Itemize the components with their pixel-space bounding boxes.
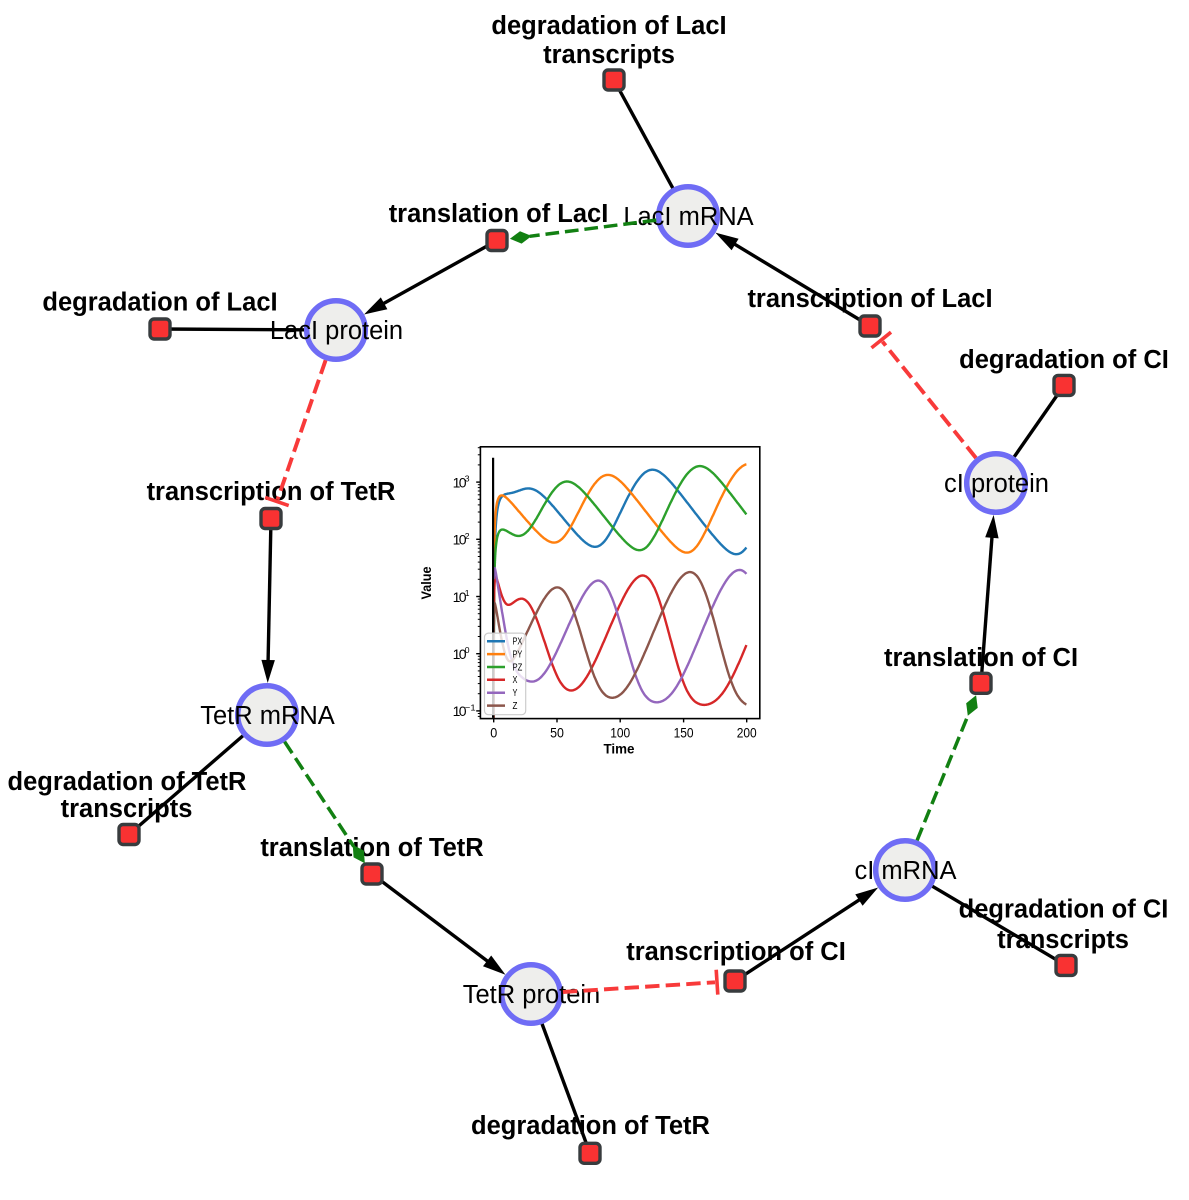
svg-text:150: 150 <box>674 724 694 740</box>
svg-text:200: 200 <box>737 724 757 740</box>
svg-text:transcription of TetR: transcription of TetR <box>147 478 396 506</box>
svg-text:transcripts: transcripts <box>997 926 1129 954</box>
svg-text:transcripts: transcripts <box>61 795 193 823</box>
svg-text:101: 101 <box>453 588 470 605</box>
svg-text:PY: PY <box>513 650 523 661</box>
svg-text:degradation of LacI: degradation of LacI <box>491 12 726 40</box>
svg-text:X: X <box>513 675 518 686</box>
svg-text:103: 103 <box>453 474 470 491</box>
svg-text:0: 0 <box>490 724 497 740</box>
svg-text:TetR protein: TetR protein <box>463 981 601 1009</box>
svg-text:PX: PX <box>513 637 523 648</box>
svg-text:transcription of LacI: transcription of LacI <box>747 285 992 313</box>
svg-text:degradation of TetR: degradation of TetR <box>8 768 247 796</box>
svg-text:Y: Y <box>513 688 518 699</box>
svg-text:TetR mRNA: TetR mRNA <box>200 702 335 730</box>
svg-text:Time: Time <box>604 741 635 757</box>
svg-text:10−1: 10−1 <box>453 702 476 719</box>
svg-text:degradation of TetR: degradation of TetR <box>471 1112 710 1140</box>
svg-text:100: 100 <box>610 724 630 740</box>
svg-text:cI protein: cI protein <box>944 470 1049 498</box>
svg-text:degradation of CI: degradation of CI <box>959 896 1169 924</box>
svg-text:degradation of CI: degradation of CI <box>959 346 1169 374</box>
svg-text:Value: Value <box>418 566 434 599</box>
svg-text:Z: Z <box>513 701 518 712</box>
svg-text:50: 50 <box>550 724 564 740</box>
svg-text:degradation of LacI: degradation of LacI <box>42 289 277 317</box>
svg-text:PZ: PZ <box>513 662 523 673</box>
svg-text:100: 100 <box>453 645 470 662</box>
svg-text:translation of TetR: translation of TetR <box>260 834 483 862</box>
svg-text:transcription of CI: transcription of CI <box>626 938 846 966</box>
svg-text:LacI mRNA: LacI mRNA <box>623 203 753 231</box>
svg-text:transcripts: transcripts <box>543 41 675 69</box>
svg-text:cI mRNA: cI mRNA <box>855 857 957 885</box>
svg-text:102: 102 <box>453 531 470 548</box>
svg-text:translation of LacI: translation of LacI <box>389 200 609 228</box>
